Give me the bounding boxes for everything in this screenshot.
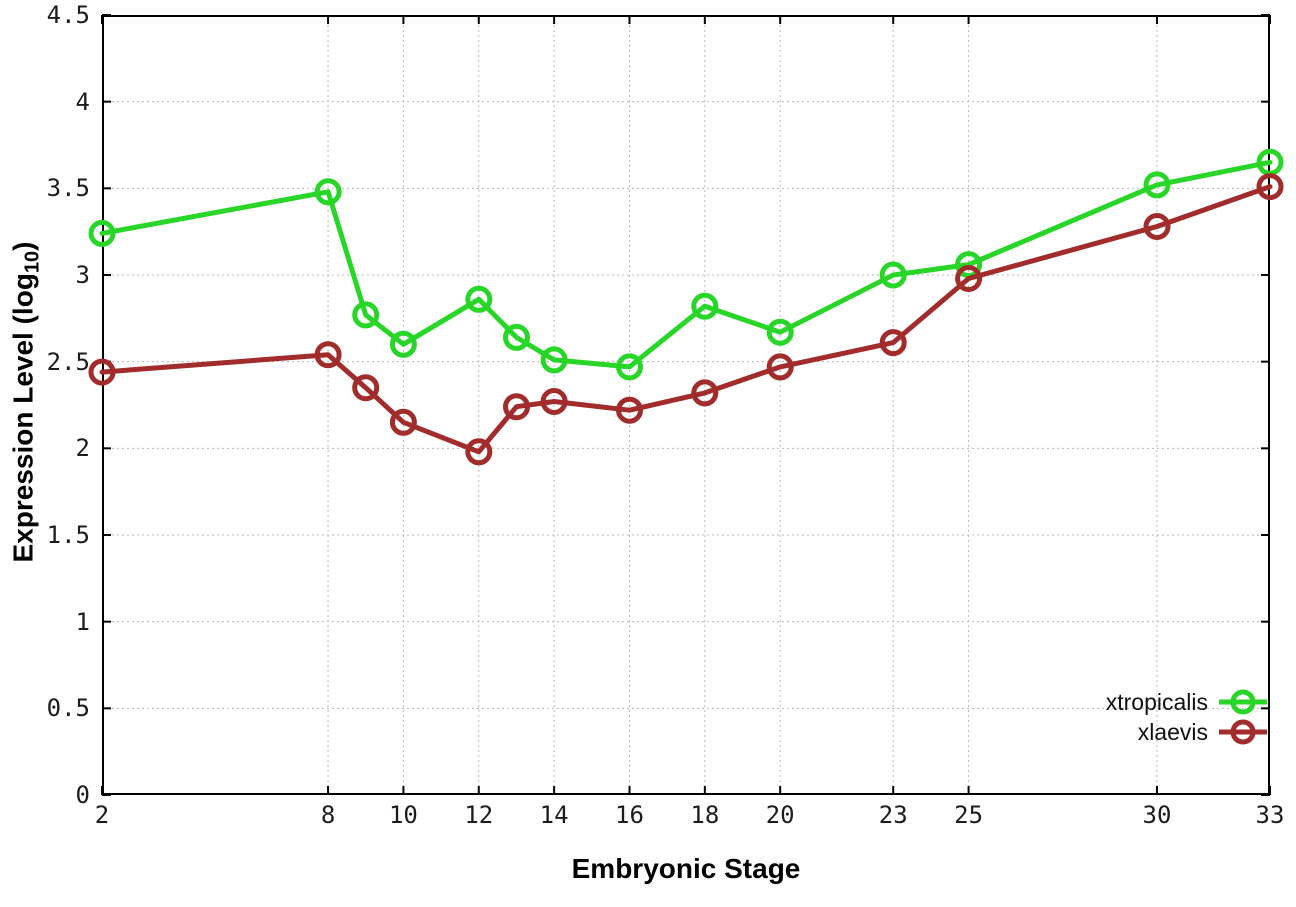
data-point-xtropicalis	[88, 219, 116, 247]
y-axis-title: Expression Level (log10)	[8, 242, 45, 563]
data-point-xlaevis	[1256, 173, 1284, 201]
x-tick-label: 20	[765, 801, 795, 829]
data-point-xtropicalis	[616, 353, 643, 381]
plot-svg	[88, 14, 1284, 796]
data-point-xtropicalis	[389, 330, 417, 358]
plot-area: xtropicalis xlaevis	[88, 14, 1284, 796]
data-point-xtropicalis	[691, 292, 719, 320]
data-point-xlaevis	[88, 358, 116, 386]
legend: xtropicalis xlaevis	[1106, 687, 1268, 747]
y-tick-label: 3.5	[46, 174, 90, 203]
legend-item-xtropicalis: xtropicalis	[1106, 687, 1268, 717]
x-tick-label: 33	[1255, 801, 1285, 829]
y-tick-label: 1	[75, 607, 90, 636]
data-point-xlaevis	[352, 374, 380, 402]
x-tick-label: 2	[94, 801, 110, 829]
y-tick-label: 3	[75, 261, 90, 289]
x-tick-label: 14	[539, 801, 569, 829]
legend-label: xtropicalis	[1105, 688, 1208, 715]
data-point-xlaevis	[465, 438, 493, 466]
data-point-xtropicalis	[352, 301, 380, 329]
y-tick-label: 2	[75, 434, 90, 463]
legend-item-xlaevis: xlaevis	[1138, 717, 1268, 747]
legend-label: xlaevis	[1137, 718, 1208, 745]
data-point-xlaevis	[879, 329, 907, 357]
x-tick-label: 18	[690, 801, 720, 829]
data-point-xlaevis	[389, 408, 417, 436]
data-point-xlaevis	[1143, 213, 1171, 240]
y-tick-label: 0.5	[46, 694, 90, 723]
x-tick-label: 16	[615, 801, 644, 829]
data-point-xtropicalis	[955, 251, 983, 279]
y-axis-title-text: Expression Level (log	[7, 273, 39, 563]
y-tick-label: 4.5	[46, 1, 90, 29]
data-point-xtropicalis	[540, 346, 568, 374]
legend-sample-icon	[1219, 719, 1267, 745]
y-tick-label: 2.5	[46, 347, 90, 376]
data-point-xlaevis	[766, 353, 794, 381]
x-tick-label: 30	[1142, 801, 1172, 829]
x-axis-title: Embryonic Stage	[571, 853, 801, 884]
y-tick-label: 0	[75, 781, 90, 809]
x-tick-label: 23	[878, 801, 908, 829]
legend-sample-icon	[1219, 689, 1267, 715]
x-tick-label: 25	[954, 801, 984, 829]
x-tick-label: 12	[464, 801, 494, 829]
y-axis-title-suffix: )	[7, 241, 39, 251]
data-point-xtropicalis	[1143, 171, 1171, 199]
data-point-xlaevis	[691, 379, 719, 407]
data-point-xtropicalis	[503, 323, 530, 351]
data-point-xtropicalis	[314, 178, 342, 206]
data-point-xlaevis	[955, 265, 983, 292]
y-tick-label: 1.5	[46, 521, 90, 549]
data-point-xtropicalis	[465, 285, 493, 313]
x-tick-label: 8	[320, 801, 336, 829]
data-point-xtropicalis	[879, 261, 907, 289]
data-point-xlaevis	[616, 396, 643, 424]
y-tick-label: 4	[75, 87, 90, 116]
data-point-xlaevis	[314, 341, 342, 369]
data-point-xlaevis	[540, 388, 568, 415]
data-point-xlaevis	[503, 393, 530, 421]
plot-border	[102, 15, 1270, 795]
x-tick-label: 10	[388, 801, 418, 829]
series-line-xtropicalis	[99, 159, 1273, 370]
data-point-xtropicalis	[766, 318, 794, 346]
